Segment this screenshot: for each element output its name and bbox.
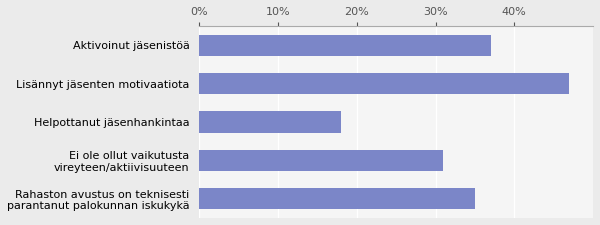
Bar xyxy=(199,73,569,94)
Bar xyxy=(199,35,491,56)
Bar xyxy=(199,150,443,171)
Bar xyxy=(199,111,341,133)
Bar xyxy=(199,188,475,209)
